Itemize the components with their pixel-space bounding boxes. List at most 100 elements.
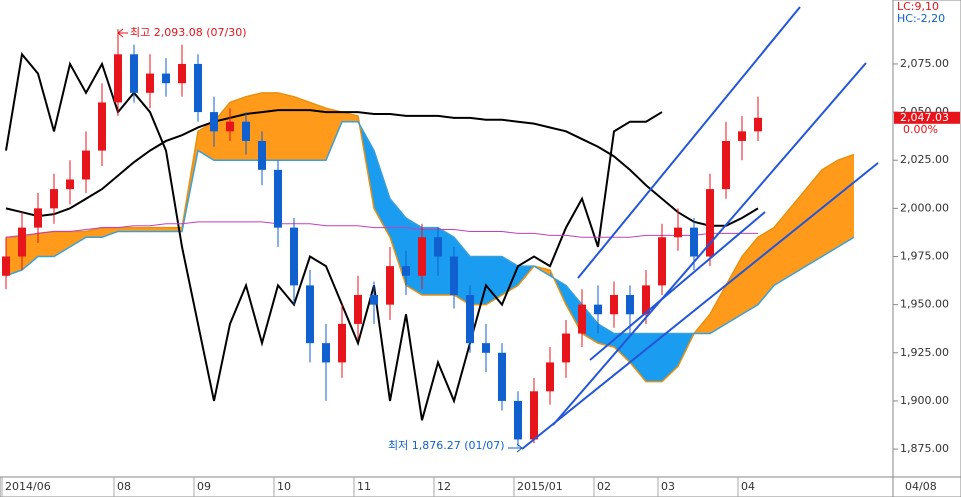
candle-body bbox=[386, 266, 394, 305]
trend-line bbox=[577, 6, 801, 279]
cloud-segment bbox=[294, 96, 310, 161]
x-end-label: 04/08 bbox=[905, 480, 937, 493]
legend-lc: LC:9,10 bbox=[897, 0, 939, 13]
y-tick-label: 1,950.00 bbox=[900, 298, 949, 311]
y-tick-label: 1,900.00 bbox=[900, 394, 949, 407]
candle-body bbox=[210, 112, 218, 132]
candle-body bbox=[82, 150, 90, 180]
cloud-segment bbox=[758, 227, 774, 305]
candle-body bbox=[114, 54, 122, 103]
cloud-segment bbox=[630, 333, 646, 382]
y-tick-label: 1,875.00 bbox=[900, 442, 949, 455]
cloud-segment bbox=[742, 237, 758, 315]
cloud-segment bbox=[38, 231, 54, 257]
candle-body bbox=[578, 304, 586, 334]
trend-line bbox=[589, 211, 766, 361]
cloud-segment bbox=[150, 227, 166, 232]
candle-body bbox=[338, 323, 346, 363]
candle-body bbox=[98, 102, 106, 151]
cloud-segment bbox=[230, 96, 246, 161]
candle-body bbox=[498, 352, 506, 401]
legend-hc: HC:-2,20 bbox=[897, 12, 945, 25]
y-tick-label: 2,000.00 bbox=[900, 201, 949, 214]
cloud-segment bbox=[806, 169, 822, 267]
candle-body bbox=[370, 295, 378, 305]
candle-body bbox=[546, 362, 554, 392]
cloud-segment bbox=[598, 323, 614, 348]
cloud-segment bbox=[646, 333, 662, 382]
candle-body bbox=[482, 343, 490, 353]
y-tick-label: 2,025.00 bbox=[900, 153, 949, 166]
candle-body bbox=[162, 73, 170, 84]
candle-body bbox=[274, 169, 282, 228]
x-tick-label: 12 bbox=[437, 480, 451, 493]
cloud-segment bbox=[502, 256, 518, 296]
candle-body bbox=[242, 121, 250, 141]
cloud-segment bbox=[470, 256, 486, 305]
candle-body bbox=[2, 256, 10, 276]
last-price-change: 0.00% bbox=[903, 123, 938, 136]
candle-body bbox=[146, 73, 154, 93]
cloud-segment bbox=[326, 108, 342, 161]
span-b-line bbox=[5, 120, 855, 335]
cloud-segment bbox=[86, 227, 102, 238]
indicator-line bbox=[5, 221, 758, 238]
trend-lines bbox=[521, 6, 879, 450]
x-tick-label: 10 bbox=[277, 480, 291, 493]
candle-body bbox=[18, 227, 26, 257]
cloud-segment bbox=[342, 112, 358, 122]
candle-body bbox=[450, 256, 458, 296]
candle-body bbox=[562, 333, 570, 363]
cloud-segment bbox=[134, 227, 150, 232]
cloud-segment bbox=[822, 160, 838, 257]
plot-area bbox=[2, 29, 855, 447]
indicator-line bbox=[5, 109, 759, 227]
x-tick-label: 02 bbox=[597, 480, 611, 493]
cloud-segment bbox=[774, 208, 790, 286]
candle-body bbox=[706, 189, 714, 257]
cloud-segment bbox=[390, 198, 406, 286]
cloud-segment bbox=[70, 231, 86, 247]
high-arrow bbox=[117, 28, 128, 48]
candle-body bbox=[322, 343, 330, 363]
span-a-line bbox=[6, 92, 855, 383]
candle-body bbox=[306, 285, 314, 344]
x-tick-label: 04 bbox=[741, 480, 755, 493]
candle-body bbox=[402, 266, 410, 276]
cloud-segment bbox=[118, 227, 134, 232]
candle-body bbox=[514, 400, 522, 440]
high-annotation: 최고 2,093.08 (07/30) bbox=[130, 26, 247, 39]
low-arrow bbox=[508, 443, 523, 453]
candle-body bbox=[722, 140, 730, 190]
candle-body bbox=[418, 237, 426, 276]
x-tick-label: 08 bbox=[117, 480, 131, 493]
y-axis-panel bbox=[892, 0, 961, 478]
cloud-segment bbox=[710, 285, 726, 334]
cloud-segment bbox=[726, 256, 742, 324]
cloud-segment bbox=[486, 256, 502, 305]
cloud-segment bbox=[102, 227, 118, 238]
last-price-label: 2,047.03 bbox=[900, 111, 949, 124]
trend-line bbox=[521, 162, 879, 450]
candle-body bbox=[674, 227, 682, 238]
candle-body bbox=[642, 285, 650, 315]
y-tick-label: 1,925.00 bbox=[900, 346, 949, 359]
candle-body bbox=[50, 189, 58, 209]
x-axis-panel bbox=[0, 476, 961, 497]
candle-body bbox=[290, 227, 298, 286]
candle-body bbox=[754, 117, 762, 132]
candle-body bbox=[466, 295, 474, 344]
candle-body bbox=[626, 295, 634, 315]
low-annotation: 최저 1,876.27 (01/07) bbox=[388, 439, 505, 452]
y-tick-label: 1,975.00 bbox=[900, 250, 949, 263]
candle-body bbox=[226, 121, 234, 132]
y-tick-label: 2,075.00 bbox=[900, 57, 949, 70]
cloud-segment bbox=[790, 189, 806, 276]
candle-body bbox=[690, 227, 698, 257]
candle-body bbox=[178, 63, 186, 84]
candle-body bbox=[354, 295, 362, 324]
candle-body bbox=[34, 208, 42, 228]
candle-body bbox=[610, 295, 618, 315]
